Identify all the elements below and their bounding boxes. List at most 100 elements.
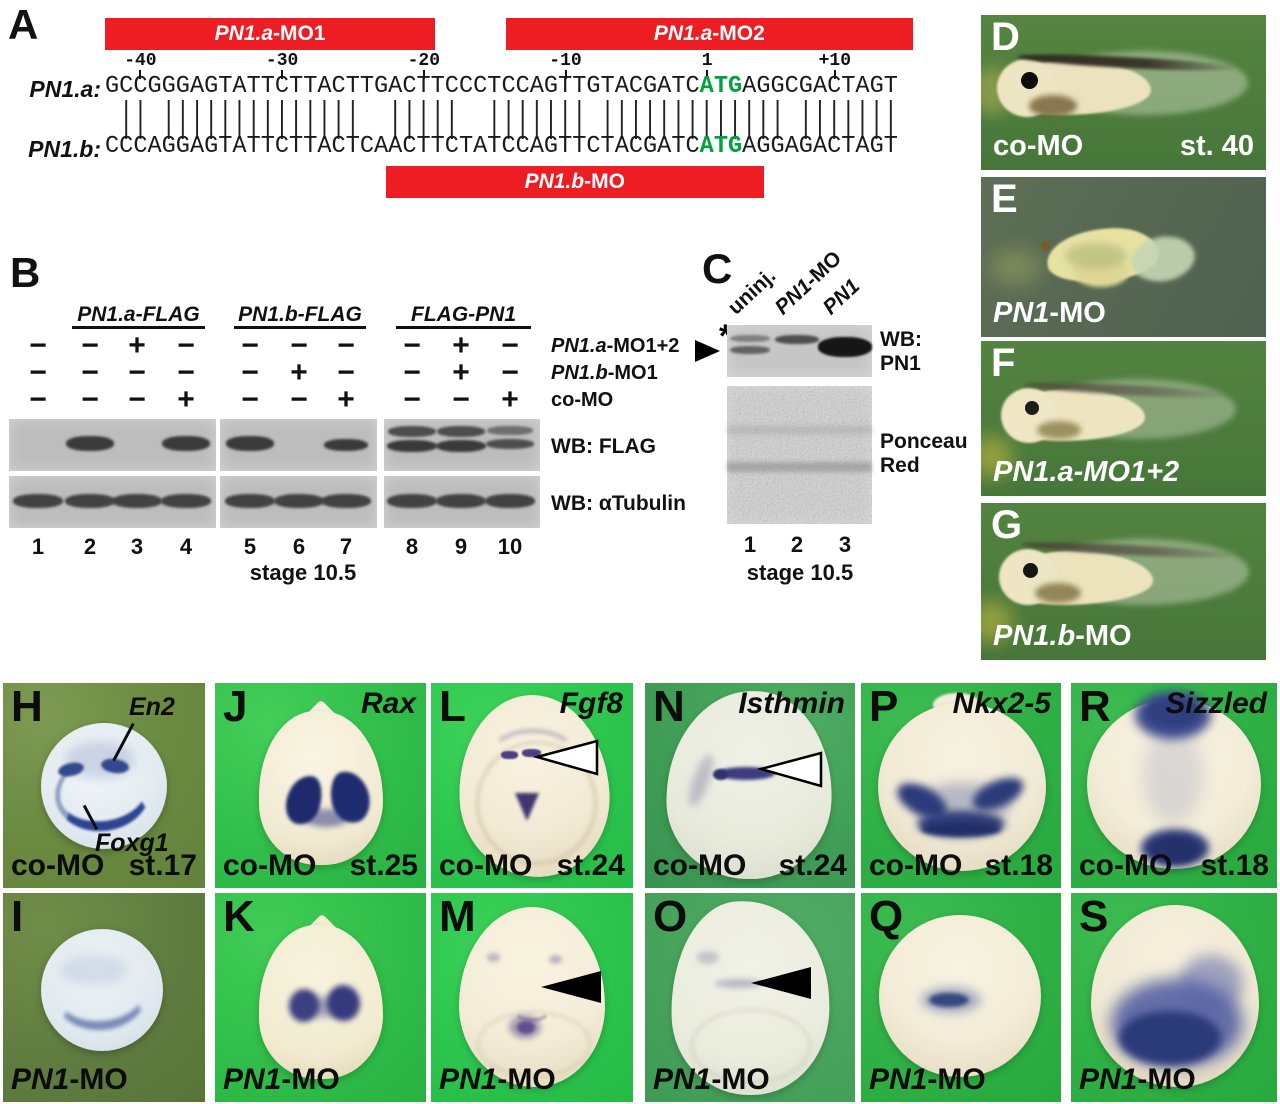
- annotation-en2: En2: [129, 693, 175, 721]
- embryo-shading: [1065, 243, 1127, 269]
- ponceau-band-faint: [727, 426, 872, 434]
- tadpole-eye: [1025, 401, 1039, 415]
- panel-p-stage: st.18: [984, 849, 1053, 882]
- wb-band: [436, 494, 486, 508]
- sign-lane3-row3: −: [128, 383, 146, 416]
- sign-row-label-2: co-MO: [551, 387, 613, 413]
- row-label-italic: PN1.b: [551, 362, 608, 384]
- group-header-1: PN1.b-FLAG: [238, 303, 362, 326]
- panel-h-photo: En2 Foxg1 H co-MO st.17: [1, 681, 207, 890]
- embryo-lower-ring: [691, 1009, 811, 1083]
- panel-d-stage: st. 40: [1179, 130, 1254, 162]
- sign-lane3-row1: +: [128, 329, 146, 362]
- white-arrowhead: [757, 751, 823, 788]
- panel-i-letter: I: [11, 892, 24, 941]
- group-header-2: FLAG-PN1: [411, 303, 516, 326]
- blot-box-1-1: [220, 476, 377, 528]
- panel-c-western-blot: C uninj. PN1-MO PN1 * WB: PN1 Ponceau Red …: [690, 240, 980, 600]
- panel-p-caption: co-MO: [869, 849, 962, 883]
- panel-c-letter: C: [702, 245, 733, 292]
- panel-g-photo: G PN1.b-MO: [979, 501, 1268, 662]
- faint-upper-smudge: [697, 951, 719, 964]
- caption-rest: co-MO: [11, 849, 105, 882]
- panel-i-photo: I PN1-MO: [1, 891, 207, 1104]
- stain-dark-core: [1119, 1011, 1221, 1065]
- sign-lane4-row3: +: [177, 383, 195, 416]
- position-number-+10: +10: [818, 51, 851, 71]
- blot-label-0: WB: FLAG: [551, 435, 656, 458]
- group-underline-0: [72, 326, 205, 329]
- black-arrowhead: [541, 971, 601, 1003]
- sign-lane8-row1: −: [403, 329, 421, 362]
- blot-box-0-2: [384, 419, 540, 471]
- sign-lane1-row1: −: [29, 329, 47, 362]
- stain-fgf8-core: [517, 1021, 535, 1034]
- panel-n-caption: co-MO: [653, 849, 746, 883]
- caption-italic: PN1: [223, 1063, 282, 1096]
- morpholino-bar-bmo: PN1.b -MO: [385, 166, 764, 198]
- caption-rest: -MO: [1049, 297, 1106, 329]
- tadpole-belly-patch: [1035, 583, 1081, 603]
- annotation-foxg1: Foxg1: [95, 829, 169, 857]
- lane-number-4: 4: [179, 534, 193, 559]
- blot-box-1-2: [384, 476, 540, 528]
- sign-row-label-1: PN1.b-MO1: [551, 360, 658, 386]
- panel-e-photo: E PN1-MO: [979, 175, 1268, 339]
- morpholino-bar-mo1: PN1.a -MO1: [105, 18, 436, 50]
- sign-lane10-row3: +: [501, 383, 519, 416]
- stain-upper-right: [1179, 955, 1243, 1013]
- panel-l-gene: Fgf8: [559, 687, 623, 720]
- panel-b-letter: B: [10, 249, 41, 296]
- panel-j-gene: Rax: [360, 687, 416, 720]
- mo-bar-label-italic: PN1.b: [524, 170, 585, 193]
- panel-k-photo: K PN1-MO: [213, 891, 428, 1104]
- lane-number-5: 5: [243, 534, 257, 559]
- panel-r-gene: Sizzled: [1165, 687, 1267, 720]
- sequence-text: GCCGGGAGTATTCTTACTTGACTTCCCTCCAGTTGTACGA…: [105, 73, 700, 100]
- mo-bar-label-italic: PN1.a: [653, 22, 713, 45]
- sign-lane10-row1: −: [501, 329, 519, 362]
- lane-number-3: 3: [130, 534, 144, 559]
- sign-lane5-row1: −: [241, 329, 259, 362]
- wb-band: [161, 494, 211, 508]
- panel-r-letter: R: [1079, 682, 1111, 731]
- position-number--20: -20: [407, 51, 440, 71]
- blot-box-0-0: [9, 419, 216, 471]
- wb-band: [324, 439, 368, 451]
- tadpole-eye: [1021, 72, 1038, 89]
- caption-rest: co-MO: [1079, 849, 1173, 882]
- panel-l-stage: st.24: [556, 849, 625, 882]
- sign-lane1-row3: −: [29, 383, 47, 416]
- wb-band: [112, 494, 162, 508]
- panel-j-caption: co-MO: [223, 849, 316, 883]
- wb-band: [162, 436, 210, 451]
- c-lane-number-3: 3: [838, 532, 852, 557]
- sign-lane5-row2: −: [241, 356, 259, 389]
- panel-j-letter: J: [223, 682, 248, 731]
- caption-italic: PN1: [11, 1063, 70, 1096]
- blot-label-1: WB: αTubulin: [551, 492, 686, 515]
- stain-fgf8-band-2: [522, 749, 541, 757]
- panel-d-caption: co-MO: [993, 130, 1083, 163]
- sequence-text: CCCAGGAGTATTCTTACTCAACTTCTATCCAGTTCTACGA…: [105, 133, 700, 160]
- mo-bar-label-rest: -MO1: [273, 22, 326, 45]
- panel-p-letter: P: [869, 682, 899, 731]
- sign-lane1-row2: −: [29, 356, 47, 389]
- panel-n-gene: Isthmin: [738, 687, 845, 720]
- row-label-italic: PN1.a: [551, 335, 607, 357]
- ponceau-band: [727, 462, 872, 472]
- ponceau-label-1: Ponceau: [880, 430, 968, 453]
- caption-rest: -MO: [927, 1063, 986, 1096]
- panel-n-letter: N: [653, 682, 685, 731]
- panel-k-caption: PN1-MO: [223, 1063, 340, 1097]
- caption-italic: PN1: [993, 297, 1050, 329]
- wb-band: [226, 436, 274, 451]
- sign-lane8-row2: −: [403, 356, 421, 389]
- sign-lane9-row2: +: [452, 356, 470, 389]
- panel-q-photo: Q PN1-MO: [859, 891, 1063, 1104]
- sequence-pn1a: GCCGGGAGTATTCTTACTTGACTTCCCTCCAGTTGTACGA…: [105, 74, 898, 100]
- morpholino-bar-mo2: PN1.a -MO2: [506, 18, 913, 50]
- ponceau-blot: [727, 386, 872, 524]
- blot-box-1-0: [9, 476, 216, 528]
- caption-italic: PN1: [1079, 1063, 1138, 1096]
